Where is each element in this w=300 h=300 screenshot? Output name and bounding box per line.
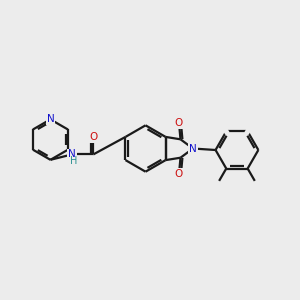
Text: N: N bbox=[189, 143, 197, 154]
Text: N: N bbox=[68, 149, 76, 160]
Text: O: O bbox=[89, 132, 98, 142]
Text: H: H bbox=[70, 156, 78, 166]
Text: O: O bbox=[175, 118, 183, 128]
Text: O: O bbox=[175, 169, 183, 179]
Text: N: N bbox=[46, 114, 54, 124]
